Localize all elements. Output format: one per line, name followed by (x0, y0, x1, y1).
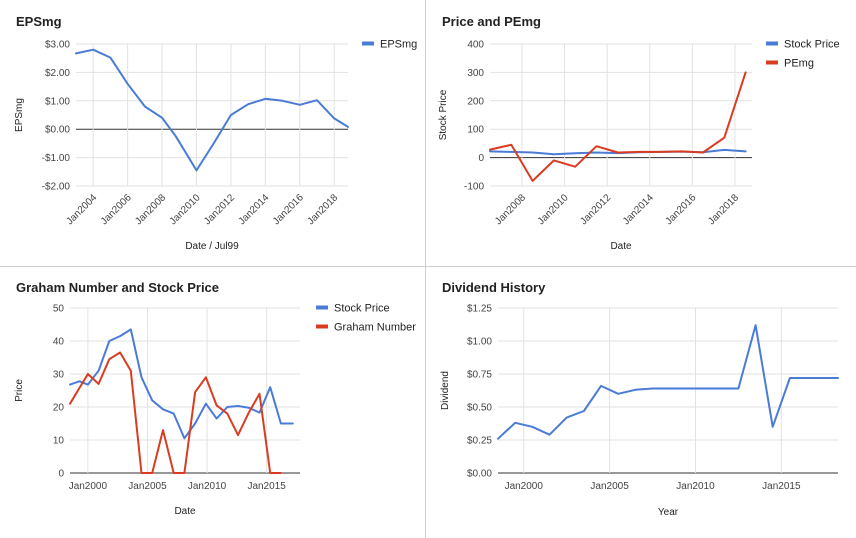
y-tick-label: 0 (478, 153, 484, 164)
y-tick-label: $0.75 (467, 370, 492, 381)
y-tick-label: 0 (58, 469, 64, 480)
chart-panel-dividend-history: Dividend History $1.25 $1.00 $0.75 $0.50 $0.2… (426, 267, 856, 538)
y-tick-label: $0.00 (45, 125, 70, 136)
x-tick-label: Jan2005 (590, 481, 629, 492)
y-tick-label: $1.25 (467, 304, 492, 315)
y-tick-label: 100 (467, 125, 484, 136)
x-tick-label: Jan2018 (305, 192, 340, 227)
x-tick-label: Jan2000 (505, 481, 544, 492)
x-tick-label: Jan2018 (706, 192, 741, 227)
x-tick-label: Jan2012 (202, 192, 237, 227)
y-tick-label: $1.00 (45, 96, 70, 107)
x-tick-label: Jan2000 (69, 481, 108, 492)
y-tick-label: $2.00 (45, 68, 70, 79)
legend-swatch (316, 305, 328, 310)
x-axis-title: Date / Jul99 (185, 241, 239, 252)
x-tick-label: Jan2016 (271, 192, 306, 227)
x-tick-label: Jan2010 (536, 192, 571, 227)
x-tick-label: Jan2016 (664, 192, 699, 227)
y-tick-label: 30 (53, 370, 65, 381)
y-axis-title: EPSmg (14, 98, 25, 132)
x-axis-title: Date (174, 506, 196, 517)
series-line-stock-price (69, 328, 294, 440)
y-axis-title: Dividend (440, 371, 451, 410)
y-tick-label: 40 (53, 337, 65, 348)
chart-epsmg: EPSmg$3.00$2.00$1.00$0.00-$1.00-$2.00Jan… (14, 14, 417, 252)
legend-swatch (316, 324, 328, 329)
x-tick-label: Jan2010 (188, 481, 227, 492)
x-tick-label: Jan2015 (247, 481, 286, 492)
chart-graham: Graham Number and Stock Price 50 40 30 20 10 0… (14, 280, 416, 517)
series-line-series-0 (497, 324, 839, 440)
x-tick-label: Jan2005 (128, 481, 167, 492)
x-axis-title: Date (610, 241, 632, 252)
chart-panel-price-pemg: Price and PEmg 400 300 200 100 0 -100 Jan2008 Ja… (426, 0, 856, 266)
chart-title: Price and PEmg (442, 14, 541, 29)
y-tick-label: 50 (53, 304, 65, 315)
x-tick-label: Jan2014 (621, 192, 656, 227)
vertical-divider (425, 0, 426, 538)
chart-dividend: Dividend History $1.25 $1.00 $0.75 $0.50 $0.2… (440, 280, 839, 518)
x-tick-label: Jan2004 (64, 192, 99, 227)
y-tick-label: $0.50 (467, 403, 492, 414)
chart-title: Dividend History (442, 280, 546, 295)
legend-swatch (766, 60, 778, 65)
y-tick-label: $1.00 (467, 337, 492, 348)
x-tick-label: Jan2010 (168, 192, 203, 227)
y-tick-label: 300 (467, 68, 484, 79)
y-tick-label: -$2.00 (42, 182, 71, 193)
y-tick-label: $0.25 (467, 436, 492, 447)
series-line-epsmg (75, 48, 349, 172)
legend-label[interactable]: Stock Price (334, 303, 390, 315)
x-axis-title: Year (658, 507, 679, 518)
y-tick-label: $3.00 (45, 40, 70, 51)
chart-panel-graham-number: Graham Number and Stock Price 50 40 30 20 10 0… (0, 267, 425, 538)
y-tick-label: -100 (464, 182, 484, 193)
y-tick-label: 400 (467, 40, 484, 51)
x-tick-label: Jan2008 (493, 192, 528, 227)
series-line-graham-number (69, 351, 282, 474)
x-tick-label: Jan2014 (237, 192, 272, 227)
chart-title: EPSmg (16, 14, 62, 29)
x-tick-label: Jan2008 (133, 192, 168, 227)
x-tick-label: Jan2006 (99, 192, 134, 227)
y-tick-label: 10 (53, 436, 65, 447)
chart-panel-epsmg: EPSmg $3.00 $2.00 $1.00 $0.00 -$1.00 -$2.00 Jan… (0, 0, 425, 266)
series-line-pemg (489, 71, 747, 182)
legend-label[interactable]: Stock Price (784, 39, 840, 51)
y-axis-title: Price (14, 379, 25, 402)
legend-label[interactable]: EPSmg (380, 39, 417, 51)
y-tick-label: -$1.00 (42, 153, 71, 164)
y-axis-title: Stock Price (438, 89, 449, 140)
y-tick-label: $0.00 (467, 469, 492, 480)
x-tick-label: Jan2015 (762, 481, 801, 492)
legend-label[interactable]: PEmg (784, 58, 814, 70)
chart-title: Graham Number and Stock Price (16, 280, 219, 295)
x-tick-label: Jan2010 (676, 481, 715, 492)
legend-swatch (362, 41, 374, 46)
legend-label[interactable]: Graham Number (334, 322, 416, 334)
horizontal-divider (0, 266, 856, 267)
y-tick-label: 20 (53, 403, 65, 414)
y-tick-label: 200 (467, 96, 484, 107)
x-tick-label: Jan2012 (578, 192, 613, 227)
legend-swatch (766, 41, 778, 46)
